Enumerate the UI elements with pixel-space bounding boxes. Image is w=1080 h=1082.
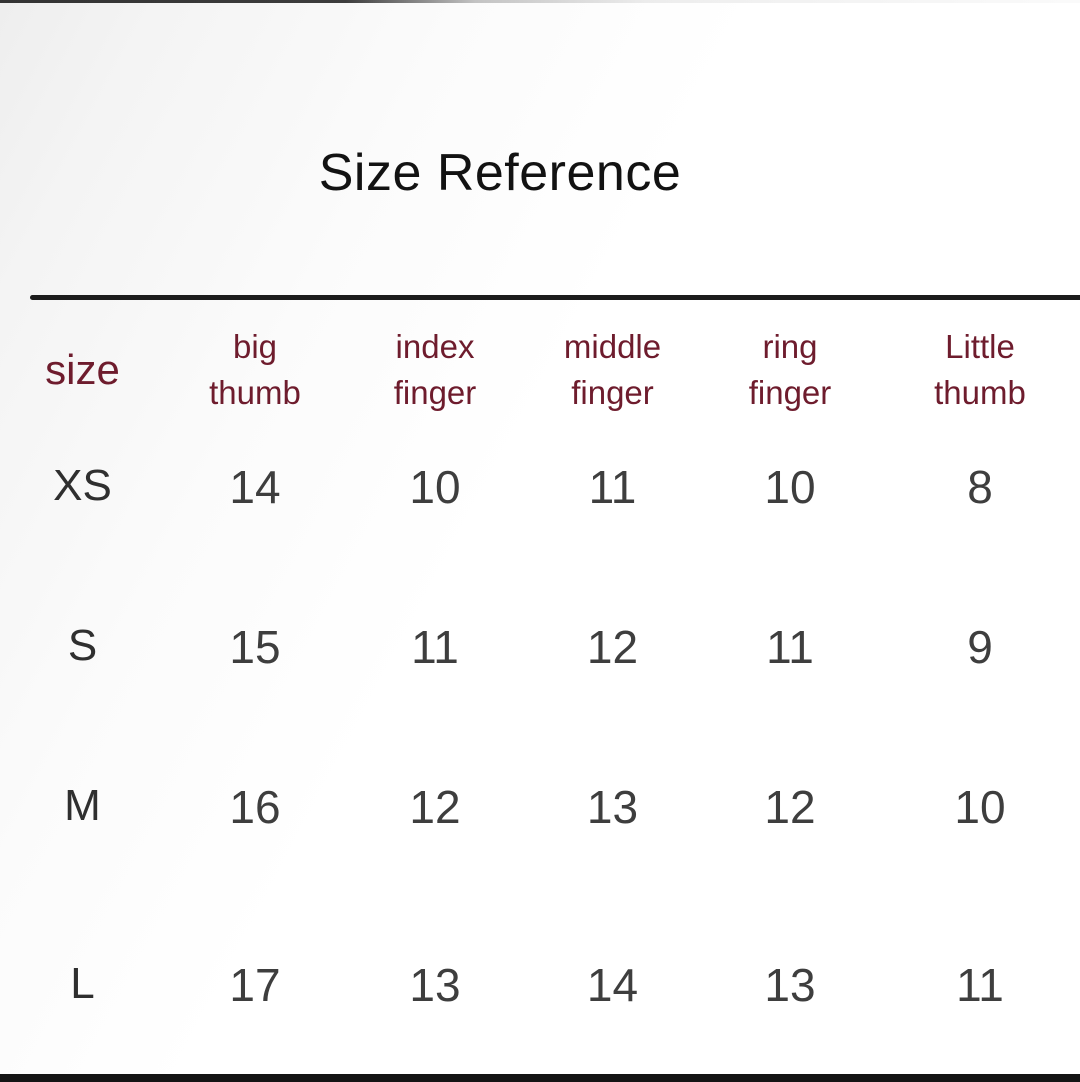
column-header-label: Little thumb: [934, 328, 1026, 411]
cell-xs-middle-finger: 11: [588, 461, 637, 513]
cell-l-little-thumb: 11: [956, 959, 1004, 1011]
column-header-label: index finger: [393, 328, 477, 411]
column-header-index-finger: index finger: [345, 300, 525, 440]
title-area: Size Reference: [0, 0, 1040, 200]
cell-m-little-thumb: 10: [954, 781, 1006, 833]
cell-s-index-finger: 11: [411, 621, 459, 673]
cell-xs-little-thumb: 8: [967, 461, 993, 513]
cell-s-middle-finger: 12: [586, 621, 639, 673]
cell-s-little-thumb: 9: [967, 621, 993, 673]
cell-xs-big-thumb: 14: [229, 461, 281, 513]
row-xs-size-label: XS: [53, 461, 112, 510]
column-header-ring-finger: ring finger: [700, 300, 880, 440]
cell-m-big-thumb: 16: [229, 781, 281, 833]
cell-l-index-finger: 13: [409, 959, 461, 1011]
row-s-size-label: S: [67, 621, 98, 670]
column-header-big-thumb: big thumb: [165, 300, 345, 440]
header-rule: [30, 295, 1080, 300]
cell-s-big-thumb: 15: [229, 621, 281, 673]
top-hairline: [0, 0, 1080, 3]
row-m-size-label: M: [64, 781, 101, 830]
cell-s-ring-finger: 11: [766, 621, 814, 673]
cell-m-index-finger: 12: [409, 781, 461, 833]
column-header-label: middle finger: [563, 328, 662, 411]
size-reference-table: size big thumb index finger middle finger r…: [0, 300, 1080, 1080]
cell-l-ring-finger: 13: [764, 959, 816, 1011]
cell-m-middle-finger: 13: [586, 781, 639, 833]
cell-m-ring-finger: 12: [764, 781, 816, 833]
cell-xs-index-finger: 10: [409, 461, 461, 513]
row-l-size-label: L: [70, 959, 95, 1008]
column-header-label: ring finger: [748, 328, 832, 411]
page-title: Size Reference: [318, 144, 682, 202]
column-header-label: size: [45, 346, 120, 393]
column-header-middle-finger: middle finger: [525, 300, 700, 440]
cell-xs-ring-finger: 10: [764, 461, 816, 513]
column-header-size: size: [0, 300, 165, 440]
bottom-divider: [0, 1074, 1080, 1082]
column-header-little-thumb: Little thumb: [880, 300, 1080, 440]
cell-l-big-thumb: 17: [229, 959, 281, 1011]
cell-l-middle-finger: 14: [586, 959, 639, 1011]
column-header-label: big thumb: [209, 328, 301, 411]
